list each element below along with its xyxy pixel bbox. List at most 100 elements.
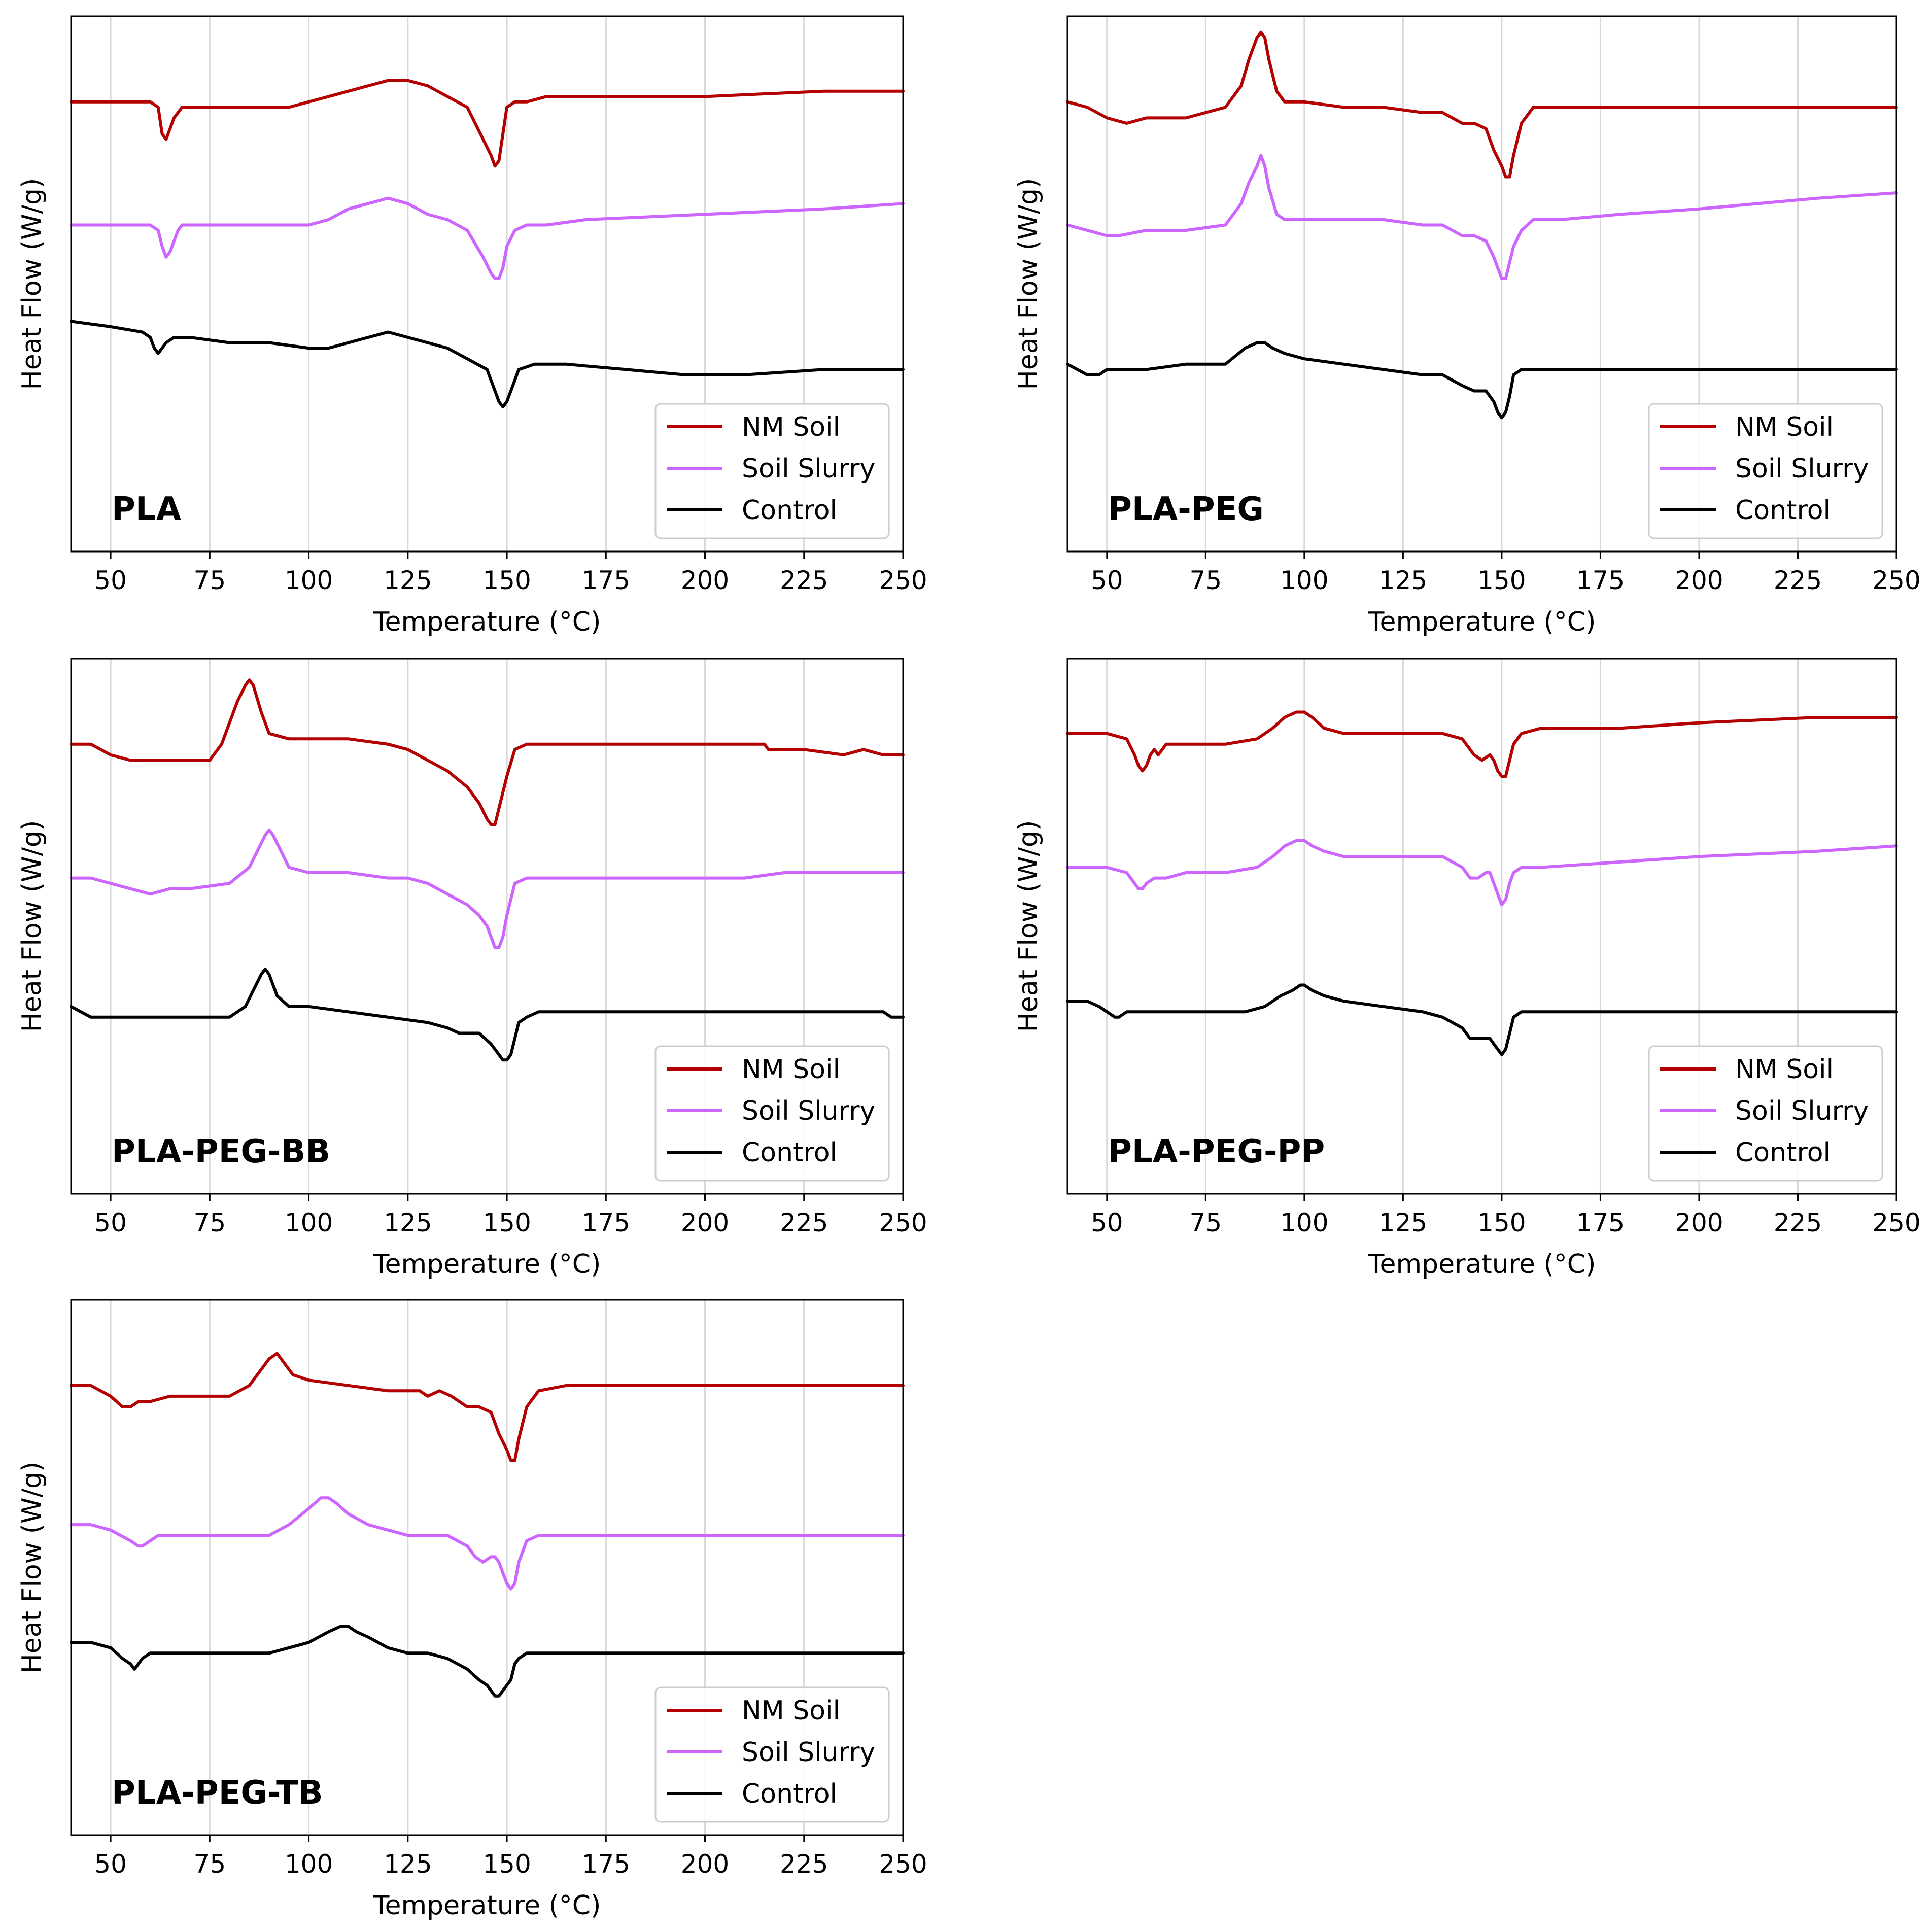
x-tick-label-225: 225 [780,566,828,595]
x-tick-label-175: 175 [582,1208,630,1237]
plot-frame [70,658,904,1195]
x-tick-label-125: 125 [384,1849,432,1879]
panel-pla-peg-pp: 50 75 100 125 150 175 200 225 250 Temperature (°… [1013,658,1921,1280]
legend-label-control: Control [1735,1138,1831,1168]
series-line-nm-soil [70,1352,905,1462]
series-line-control [70,967,905,1062]
legend-label-soil-slurry: Soil Slurry [1735,454,1869,484]
x-axis-label: Temperature (°C) [1368,1249,1596,1280]
panel-title: PLA-PEG-PP [1108,1133,1325,1170]
legend-label-control: Control [742,1138,837,1168]
series-line-soil-slurry [70,196,905,280]
x-tick-label-250: 250 [1872,566,1920,595]
legend-label-soil-slurry: Soil Slurry [742,454,875,484]
x-axis-label: Temperature (°C) [373,607,601,637]
legend-label-nm-soil: NM Soil [742,412,840,442]
panel-pla-peg-tb: 50 75 100 125 150 175 200 225 250 Temperature (°… [17,1299,927,1921]
plot-frame [70,15,904,553]
x-tick-label-250: 250 [879,1208,927,1237]
legend: NM Soil Soil Slurry Control [654,403,890,539]
x-tick-label-50: 50 [1091,1208,1123,1237]
x-tick-label-225: 225 [780,1208,828,1237]
curves [70,79,905,409]
legend-box [1648,403,1883,539]
x-tick-label-100: 100 [285,566,333,595]
x-tick-label-75: 75 [194,1208,226,1237]
panel-pla: 50 75 100 125 150 175 200 225 250 Temperature (°… [17,15,927,637]
x-tick-label-225: 225 [1774,566,1822,595]
x-tick-label-50: 50 [94,566,127,595]
legend-label-nm-soil: NM Soil [742,1054,840,1085]
x-tick-label-200: 200 [681,566,729,595]
x-tick-label-175: 175 [1576,566,1625,595]
series-line-nm-soil [1066,30,1898,179]
x-tick-label-125: 125 [1379,1208,1427,1237]
curves [1066,30,1898,420]
legend-label-control: Control [742,495,837,526]
x-tick-label-125: 125 [1379,566,1427,595]
x-ticks: 50 75 100 125 150 175 200 225 250 [94,552,927,595]
x-tick-label-125: 125 [384,566,432,595]
y-axis-label: Heat Flow (W/g) [1013,178,1044,390]
series-line-control [70,320,905,409]
panel-title: PLA-PEG [1108,491,1264,528]
legend: NM Soil Soil Slurry Control [1648,1045,1883,1182]
legend-label-soil-slurry: Soil Slurry [742,1737,875,1768]
x-tick-label-100: 100 [285,1849,333,1879]
series-line-soil-slurry [70,828,905,949]
y-axis-label: Heat Flow (W/g) [17,1462,47,1674]
series-line-soil-slurry [1066,839,1898,907]
series-line-control [70,1625,905,1698]
x-tick-label-125: 125 [384,1208,432,1237]
x-tick-label-225: 225 [1774,1208,1822,1237]
x-axis-label: Temperature (°C) [373,1249,601,1280]
x-tick-label-75: 75 [194,1849,226,1879]
series-line-nm-soil [70,79,905,168]
curves [70,1352,905,1698]
x-tick-label-200: 200 [1675,1208,1723,1237]
y-axis-label: Heat Flow (W/g) [17,178,47,390]
legend: NM Soil Soil Slurry Control [1648,403,1883,539]
x-tick-label-175: 175 [1576,1208,1625,1237]
x-ticks: 50 75 100 125 150 175 200 225 250 [94,1194,927,1237]
panel-title: PLA [112,491,182,528]
x-tick-label-175: 175 [582,566,630,595]
x-tick-label-250: 250 [879,566,927,595]
plot-frame [70,1299,904,1836]
x-tick-label-100: 100 [285,1208,333,1237]
legend-label-control: Control [1735,495,1831,526]
x-tick-label-50: 50 [1091,566,1123,595]
legend-box [654,1686,890,1823]
x-tick-label-175: 175 [582,1849,630,1879]
legend-box [654,403,890,539]
series-line-control [1066,983,1898,1056]
x-tick-label-200: 200 [681,1849,729,1879]
x-tick-label-150: 150 [1477,1208,1526,1237]
y-axis-label: Heat Flow (W/g) [17,820,47,1032]
panel-pla-peg-bb: 50 75 100 125 150 175 200 225 250 Temperature (°… [17,658,927,1280]
legend-label-nm-soil: NM Soil [1735,1054,1834,1085]
x-ticks: 50 75 100 125 150 175 200 225 250 [94,1835,927,1879]
plot-frame [1066,15,1898,553]
x-tick-label-150: 150 [482,1849,531,1879]
series-line-control [1066,341,1898,420]
legend-label-soil-slurry: Soil Slurry [1735,1096,1869,1126]
x-tick-label-100: 100 [1280,566,1328,595]
legend: NM Soil Soil Slurry Control [654,1045,890,1182]
x-tick-label-100: 100 [1280,1208,1328,1237]
curves [70,678,905,1062]
x-tick-label-75: 75 [1190,1208,1222,1237]
panel-title: PLA-PEG-BB [112,1133,330,1170]
legend-label-nm-soil: NM Soil [742,1696,840,1726]
panel-pla-peg: 50 75 100 125 150 175 200 225 250 Temperature (°… [1013,15,1921,637]
legend-label-control: Control [742,1779,837,1809]
series-line-nm-soil [70,678,905,826]
x-tick-label-50: 50 [94,1208,127,1237]
series-line-soil-slurry [1066,154,1898,280]
legend-box [1648,1045,1883,1182]
x-tick-label-250: 250 [1872,1208,1920,1237]
x-tick-label-50: 50 [94,1849,127,1879]
panel-title: PLA-PEG-TB [112,1774,323,1812]
series-line-nm-soil [1066,710,1898,778]
grid [1106,659,1898,1194]
